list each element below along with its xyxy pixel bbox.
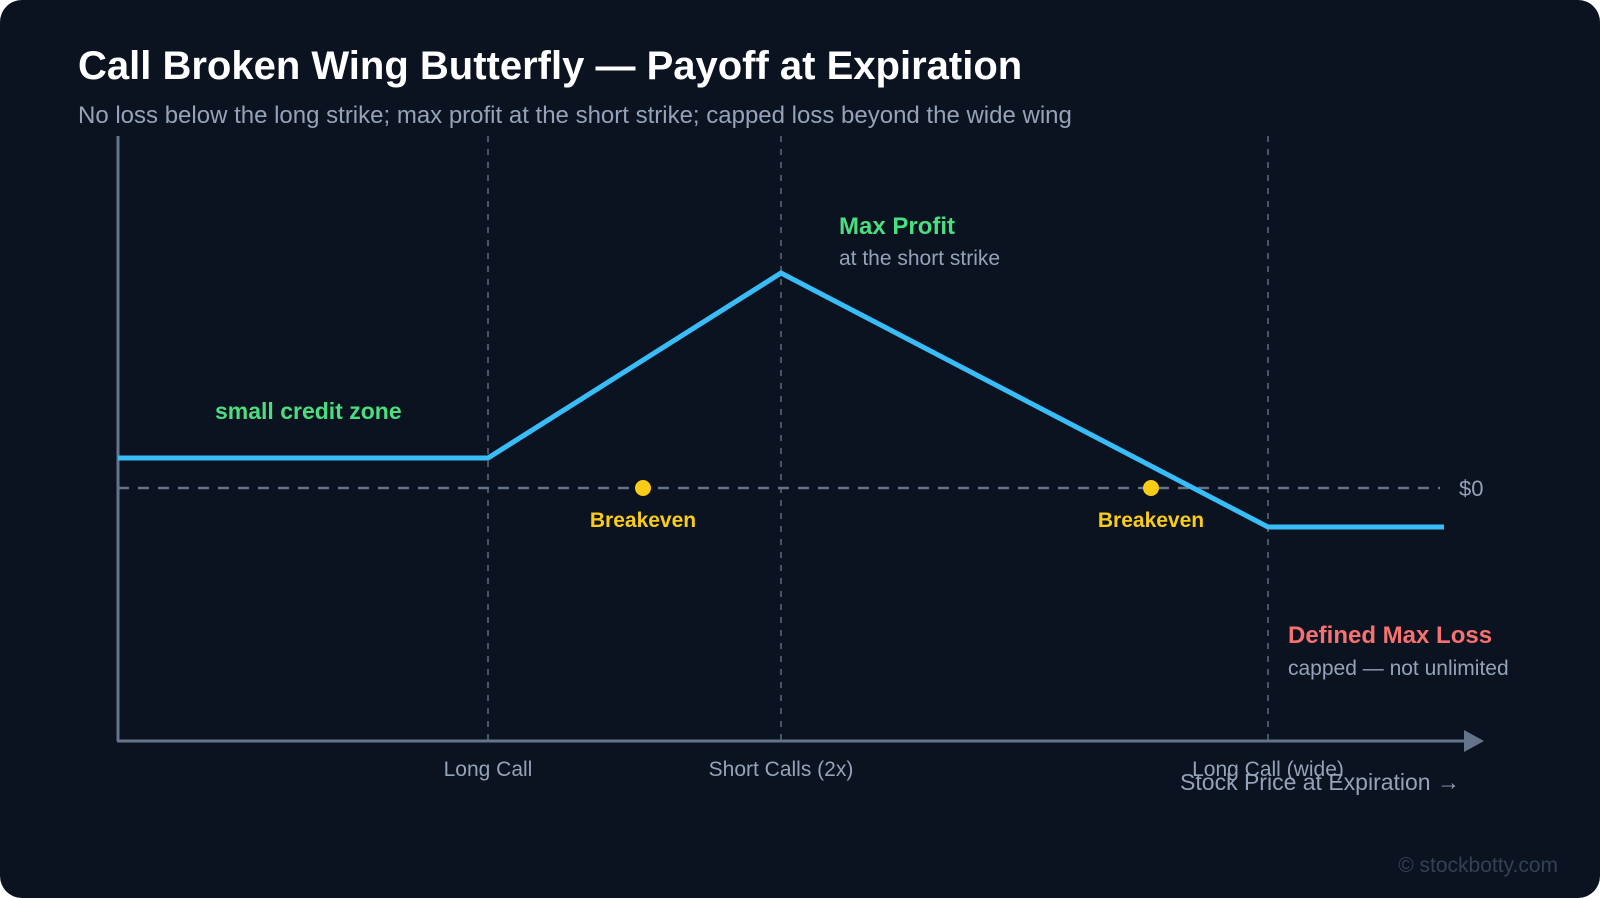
breakeven-label-lower: Breakeven (590, 509, 696, 532)
strike-label-long-call: Long Call (444, 758, 533, 781)
max-profit-sublabel: at the short strike (839, 247, 1000, 270)
max-profit-label: Max Profit (839, 213, 955, 240)
zero-label: $0 (1459, 476, 1483, 501)
max-loss-label: Defined Max Loss (1288, 622, 1492, 649)
payoff-line (118, 270, 1444, 530)
breakeven-label-upper: Breakeven (1098, 509, 1204, 532)
page-subtitle: No loss below the long strike; max profi… (78, 102, 1072, 129)
x-axis-label: Stock Price at Expiration → (1180, 769, 1460, 795)
credit-zone-label: small credit zone (215, 398, 402, 424)
max-loss-sublabel: capped — not unlimited (1288, 657, 1509, 680)
x-axis-arrow-icon (1464, 730, 1484, 752)
watermark: © stockbotty.com (1398, 854, 1558, 877)
page-title: Call Broken Wing Butterfly — Payoff at E… (78, 44, 1023, 88)
breakeven-marker-upper (1143, 480, 1159, 496)
strike-label-long-call-wide: Long Call (wide) (1192, 758, 1344, 781)
strike-label-short-calls: Short Calls (2x) (709, 758, 854, 781)
breakeven-marker-lower (635, 480, 651, 496)
